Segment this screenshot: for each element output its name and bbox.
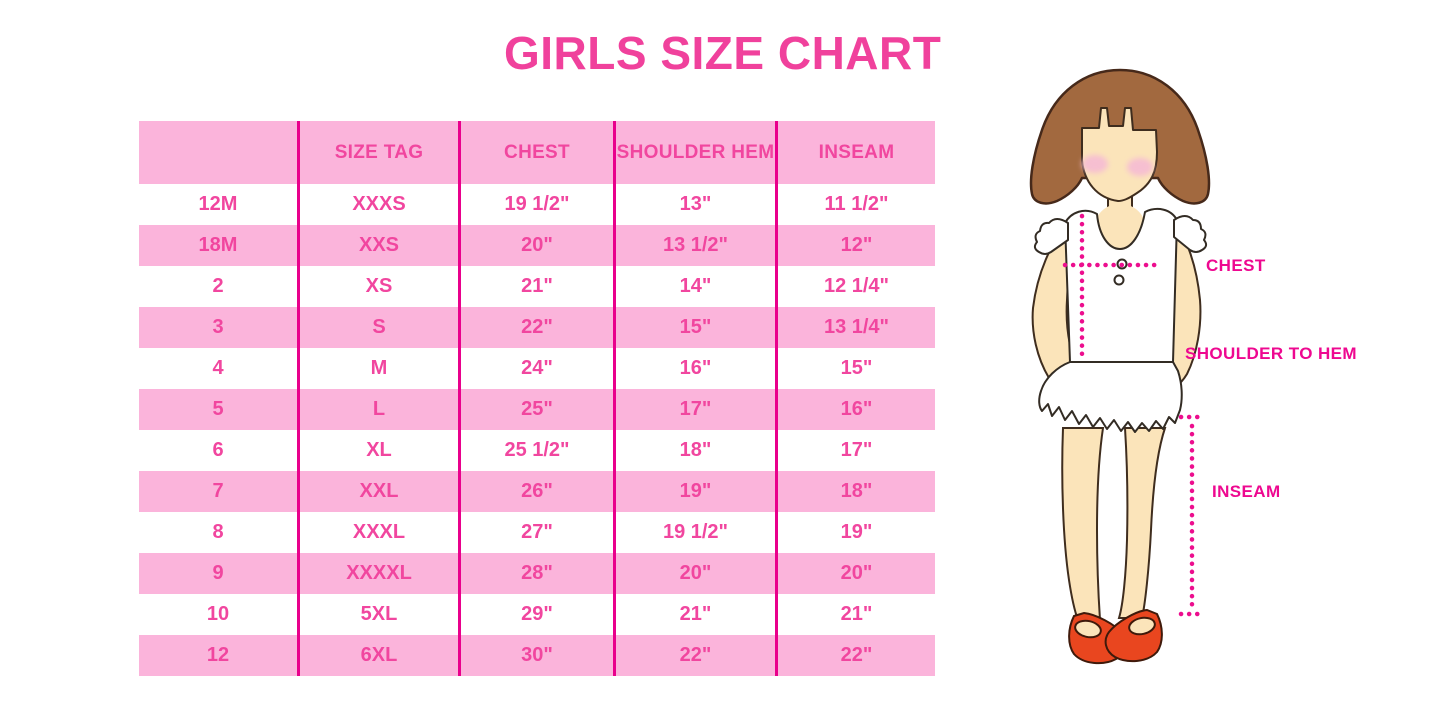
cell-size-tag: XXS bbox=[297, 225, 458, 266]
cell-size-tag: XS bbox=[297, 266, 458, 307]
table-row: 8 XXXL 27" 19 1/2" 19" bbox=[139, 512, 935, 553]
cell-inseam: 16" bbox=[775, 389, 935, 430]
table-row: 6 XL 25 1/2" 18" 17" bbox=[139, 430, 935, 471]
table-row: 10 5XL 29" 21" 21" bbox=[139, 594, 935, 635]
cell-size: 18M bbox=[198, 234, 238, 256]
right-cheek-blush bbox=[1127, 158, 1153, 176]
cell-size-tag: 5XL bbox=[297, 594, 458, 635]
table-row: 2 XS 21" 14" 12 1/4" bbox=[139, 266, 935, 307]
top-button-2 bbox=[1113, 274, 1125, 286]
cell-size: 2 bbox=[212, 275, 224, 297]
cell-chest: 20" bbox=[458, 225, 613, 266]
cell-size: 8 bbox=[212, 521, 224, 543]
cell-inseam: 13 1/4" bbox=[775, 307, 935, 348]
chest-skin bbox=[1095, 204, 1145, 248]
cell-shoulder-hem: 14" bbox=[613, 266, 775, 307]
header-cell-size-tag: SIZE TAG bbox=[297, 121, 458, 184]
cell-shoulder-hem: 13 1/2" bbox=[613, 225, 775, 266]
inseam-label: INSEAM bbox=[1212, 482, 1281, 501]
left-shoe-opening bbox=[1074, 619, 1102, 639]
header-cell-inseam: INSEAM bbox=[775, 121, 935, 184]
cell-shoulder-hem: 21" bbox=[613, 594, 775, 635]
header-cell-blank bbox=[139, 121, 297, 184]
cell-size-tag: XXL bbox=[297, 471, 458, 512]
cell-shoulder-hem: 22" bbox=[613, 635, 775, 676]
cell-chest: 25 1/2" bbox=[458, 430, 613, 471]
cell-chest: 28" bbox=[458, 553, 613, 594]
cell-size: 9 bbox=[212, 562, 224, 584]
header-cell-chest: CHEST bbox=[458, 121, 613, 184]
table-row: 5 L 25" 17" 16" bbox=[139, 389, 935, 430]
cell-inseam: 22" bbox=[775, 635, 935, 676]
cell-shoulder-hem: 19 1/2" bbox=[613, 512, 775, 553]
cell-inseam: 19" bbox=[775, 512, 935, 553]
cell-inseam: 17" bbox=[775, 430, 935, 471]
cell-size: 6 bbox=[212, 439, 224, 461]
cell-shoulder-hem: 19" bbox=[613, 471, 775, 512]
cell-inseam: 21" bbox=[775, 594, 935, 635]
face bbox=[1081, 107, 1158, 202]
cell-size-tag: XXXS bbox=[297, 184, 458, 225]
left-leg bbox=[1061, 427, 1105, 621]
cell-chest: 24" bbox=[458, 348, 613, 389]
cell-size-tag: XXXXL bbox=[297, 553, 458, 594]
table-row: 12M XXXS 19 1/2" 13" 11 1/2" bbox=[139, 184, 935, 225]
shoulder-to-hem-label: SHOULDER TO HEM bbox=[1185, 344, 1357, 363]
cell-inseam: 11 1/2" bbox=[775, 184, 935, 225]
right-shoe bbox=[1104, 608, 1163, 663]
cell-chest: 25" bbox=[458, 389, 613, 430]
measurement-figure: CHEST SHOULDER TO HEM INSEAM bbox=[985, 60, 1445, 723]
top-bodice bbox=[1064, 207, 1178, 363]
cell-size: 5 bbox=[212, 398, 224, 420]
cell-shoulder-hem: 18" bbox=[613, 430, 775, 471]
left-cheek-blush bbox=[1082, 155, 1108, 173]
chest-label: CHEST bbox=[1206, 256, 1266, 275]
right-sleeve-ruffle bbox=[1173, 215, 1208, 253]
cell-size-tag: 6XL bbox=[297, 635, 458, 676]
cell-shoulder-hem: 16" bbox=[613, 348, 775, 389]
cell-size-tag: XL bbox=[297, 430, 458, 471]
skirt bbox=[1038, 361, 1183, 433]
cell-size: 12 bbox=[206, 644, 230, 666]
girl-illustration: CHEST SHOULDER TO HEM INSEAM bbox=[1029, 68, 1357, 665]
right-shoe-opening bbox=[1128, 616, 1156, 636]
cell-size-tag: L bbox=[297, 389, 458, 430]
cell-inseam: 12" bbox=[775, 225, 935, 266]
right-leg bbox=[1117, 427, 1167, 619]
cell-chest: 27" bbox=[458, 512, 613, 553]
cell-size-tag: S bbox=[297, 307, 458, 348]
table-row: 12 6XL 30" 22" 22" bbox=[139, 635, 935, 676]
cell-size: 3 bbox=[212, 316, 224, 338]
left-sleeve-ruffle bbox=[1033, 218, 1069, 255]
cell-size: 4 bbox=[212, 357, 224, 379]
cell-chest: 21" bbox=[458, 266, 613, 307]
table-header-row: SIZE TAG CHEST SHOULDER HEM INSEAM bbox=[139, 121, 935, 184]
cell-size: 12M bbox=[198, 193, 238, 215]
header-cell-shoulder-hem: SHOULDER HEM bbox=[613, 121, 775, 184]
cell-shoulder-hem: 20" bbox=[613, 553, 775, 594]
cell-chest: 22" bbox=[458, 307, 613, 348]
cell-inseam: 20" bbox=[775, 553, 935, 594]
table-row: 18M XXS 20" 13 1/2" 12" bbox=[139, 225, 935, 266]
cell-chest: 26" bbox=[458, 471, 613, 512]
cell-size-tag: M bbox=[297, 348, 458, 389]
size-table: SIZE TAG CHEST SHOULDER HEM INSEAM 12M X… bbox=[139, 121, 935, 676]
table-row: 7 XXL 26" 19" 18" bbox=[139, 471, 935, 512]
cell-shoulder-hem: 13" bbox=[613, 184, 775, 225]
cell-chest: 30" bbox=[458, 635, 613, 676]
cell-shoulder-hem: 15" bbox=[613, 307, 775, 348]
cell-shoulder-hem: 17" bbox=[613, 389, 775, 430]
cell-inseam: 12 1/4" bbox=[775, 266, 935, 307]
cell-chest: 19 1/2" bbox=[458, 184, 613, 225]
table-row: 3 S 22" 15" 13 1/4" bbox=[139, 307, 935, 348]
cell-size-tag: XXXL bbox=[297, 512, 458, 553]
cell-size: 10 bbox=[206, 603, 230, 625]
table-row: 9 XXXXL 28" 20" 20" bbox=[139, 553, 935, 594]
table-row: 4 M 24" 16" 15" bbox=[139, 348, 935, 389]
cell-size: 7 bbox=[212, 480, 224, 502]
cell-chest: 29" bbox=[458, 594, 613, 635]
page-title: GIRLS SIZE CHART bbox=[504, 27, 942, 79]
cell-inseam: 18" bbox=[775, 471, 935, 512]
cell-inseam: 15" bbox=[775, 348, 935, 389]
